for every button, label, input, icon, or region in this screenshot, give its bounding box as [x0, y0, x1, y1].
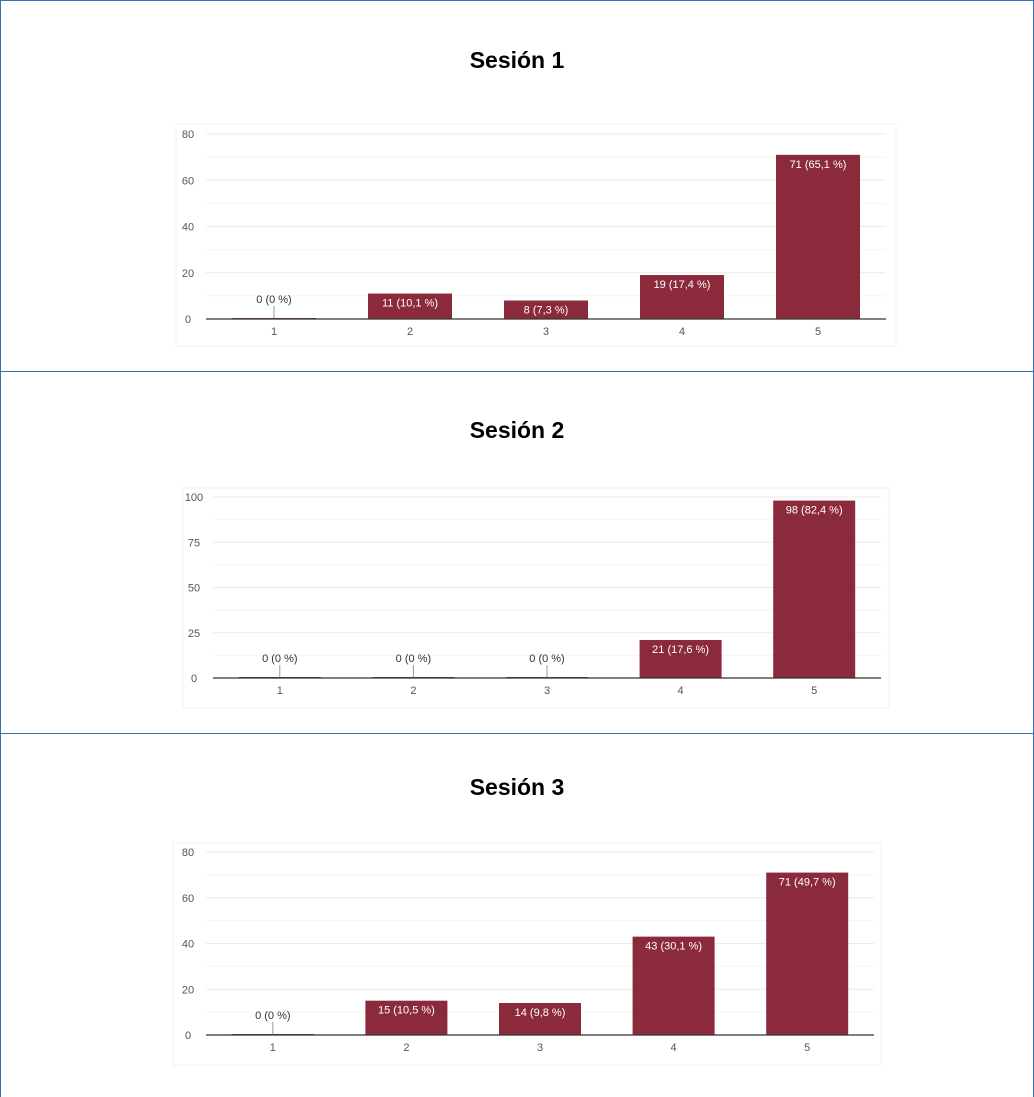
y-tick-label: 40 [182, 222, 194, 234]
bar-chart-3: 0 20 40 60 80 0 (0 %) 1 15 (10,5 %) 2 14 (9,8 %) 3… [172, 842, 882, 1066]
y-tick-label: 60 [182, 893, 194, 905]
x-tick-label: 5 [804, 1042, 810, 1054]
bar [640, 275, 724, 319]
data-label: 43 (30,1 %) [645, 941, 702, 953]
data-label: 8 (7,3 %) [524, 305, 569, 317]
y-tick-label: 80 [182, 847, 194, 859]
y-tick-label: 0 [191, 673, 197, 685]
data-label: 11 (10,1 %) [382, 298, 438, 310]
data-label: 0 (0 %) [256, 294, 291, 306]
bar [365, 1000, 448, 1035]
data-label: 14 (9,8 %) [515, 1007, 566, 1019]
x-tick-label: 4 [679, 326, 685, 338]
data-label: 0 (0 %) [262, 653, 297, 665]
y-tick-label: 20 [182, 268, 194, 280]
x-tick-label: 3 [543, 326, 549, 338]
x-tick-label: 1 [277, 685, 283, 697]
x-tick-label: 4 [671, 1042, 677, 1054]
y-tick-label: 40 [182, 939, 194, 951]
x-tick-label: 3 [537, 1042, 543, 1054]
bar [639, 639, 722, 678]
bar [368, 293, 452, 319]
x-tick-label: 3 [544, 685, 550, 697]
bar [632, 936, 715, 1035]
data-label: 0 (0 %) [255, 1010, 290, 1022]
chart-title: Sesión 1 [469, 47, 565, 73]
data-label: 21 (17,6 %) [652, 644, 709, 656]
x-tick-label: 2 [403, 1042, 409, 1054]
data-label: 0 (0 %) [529, 653, 564, 665]
chart-panel-2: Sesión 2 0 25 50 75 100 0 (0 %) 1 0 (0 %) 2 0 (0 … [0, 371, 1034, 733]
x-tick-label: 4 [678, 685, 684, 697]
y-tick-label: 50 [188, 583, 200, 595]
x-tick-label: 2 [407, 326, 413, 338]
data-label: 71 (65,1 %) [790, 159, 847, 171]
y-tick-label: 0 [185, 314, 191, 326]
data-label: 0 (0 %) [396, 653, 431, 665]
bar [766, 872, 849, 1035]
bar [773, 500, 856, 678]
bar [504, 300, 588, 319]
chart-panel-1: Sesión 1 0 20 40 60 80 0 (0 %) 1 11 (10,1 %) 2 8 … [0, 0, 1034, 371]
y-tick-label: 20 [182, 984, 194, 996]
chart-title: Sesión 3 [469, 774, 565, 800]
chart-title: Sesión 2 [469, 417, 565, 443]
x-tick-label: 1 [271, 326, 277, 338]
data-label: 71 (49,7 %) [779, 877, 836, 889]
x-tick-label: 5 [815, 326, 821, 338]
x-tick-label: 2 [410, 685, 416, 697]
data-label: 15 (10,5 %) [378, 1005, 435, 1017]
bar-chart-1: 0 20 40 60 80 0 (0 %) 1 11 (10,1 %) 2 8 (7,3 %) 3 1… [175, 123, 897, 347]
y-tick-label: 100 [185, 492, 203, 504]
x-tick-label: 5 [811, 685, 817, 697]
y-tick-label: 0 [185, 1030, 191, 1042]
data-label: 19 (17,4 %) [654, 279, 711, 291]
bar [776, 154, 860, 319]
data-label: 98 (82,4 %) [786, 505, 843, 517]
y-tick-label: 25 [188, 628, 200, 640]
chart-frame [182, 487, 890, 709]
x-tick-label: 1 [270, 1042, 276, 1054]
y-tick-label: 60 [182, 175, 194, 187]
chart-panel-3: Sesión 3 0 20 40 60 80 0 (0 %) 1 15 (10,5 %) 2 14… [0, 733, 1034, 1097]
bar-chart-2: 0 25 50 75 100 0 (0 %) 1 0 (0 %) 2 0 (0 %) 3 21 (17… [182, 487, 890, 709]
y-tick-label: 80 [182, 129, 194, 141]
bar [499, 1002, 581, 1035]
y-tick-label: 75 [188, 537, 200, 549]
